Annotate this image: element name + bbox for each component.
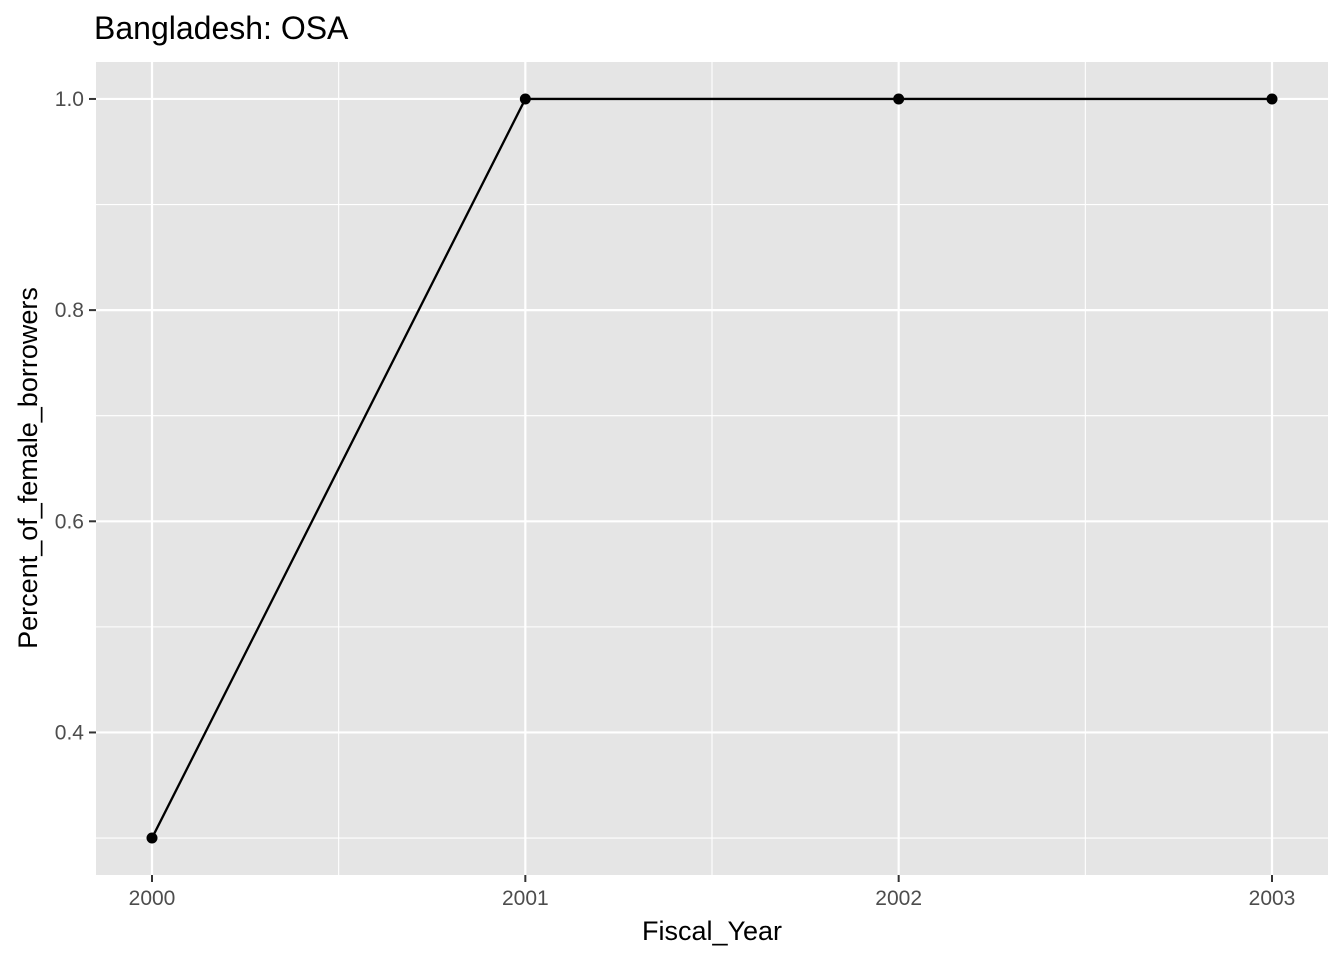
x-axis-title: Fiscal_Year <box>642 916 782 946</box>
data-point <box>146 832 158 844</box>
y-axis-title: Percent_of_female_borrowers <box>13 287 43 649</box>
chart-title: Bangladesh: OSA <box>94 10 349 46</box>
data-points <box>146 93 1278 844</box>
y-tick-label: 0.8 <box>55 299 84 322</box>
x-tick-label: 2002 <box>875 887 922 910</box>
y-tick-label: 1.0 <box>55 88 84 111</box>
x-tick-label: 2001 <box>502 887 549 910</box>
x-tick-label: 2000 <box>129 887 176 910</box>
minor-gridlines <box>96 62 1328 875</box>
x-tick-label: 2003 <box>1249 887 1296 910</box>
data-point <box>1266 93 1278 105</box>
data-point <box>893 93 905 105</box>
data-point <box>519 93 531 105</box>
y-axis-ticks: 0.4 0.6 0.8 1.0 <box>55 88 96 744</box>
x-axis-ticks: 2000 2001 2002 2003 <box>129 875 1296 910</box>
y-tick-label: 0.4 <box>55 721 85 744</box>
series-line-layer <box>150 97 1272 839</box>
y-tick-label: 0.6 <box>55 510 84 533</box>
series-line <box>150 97 1272 839</box>
